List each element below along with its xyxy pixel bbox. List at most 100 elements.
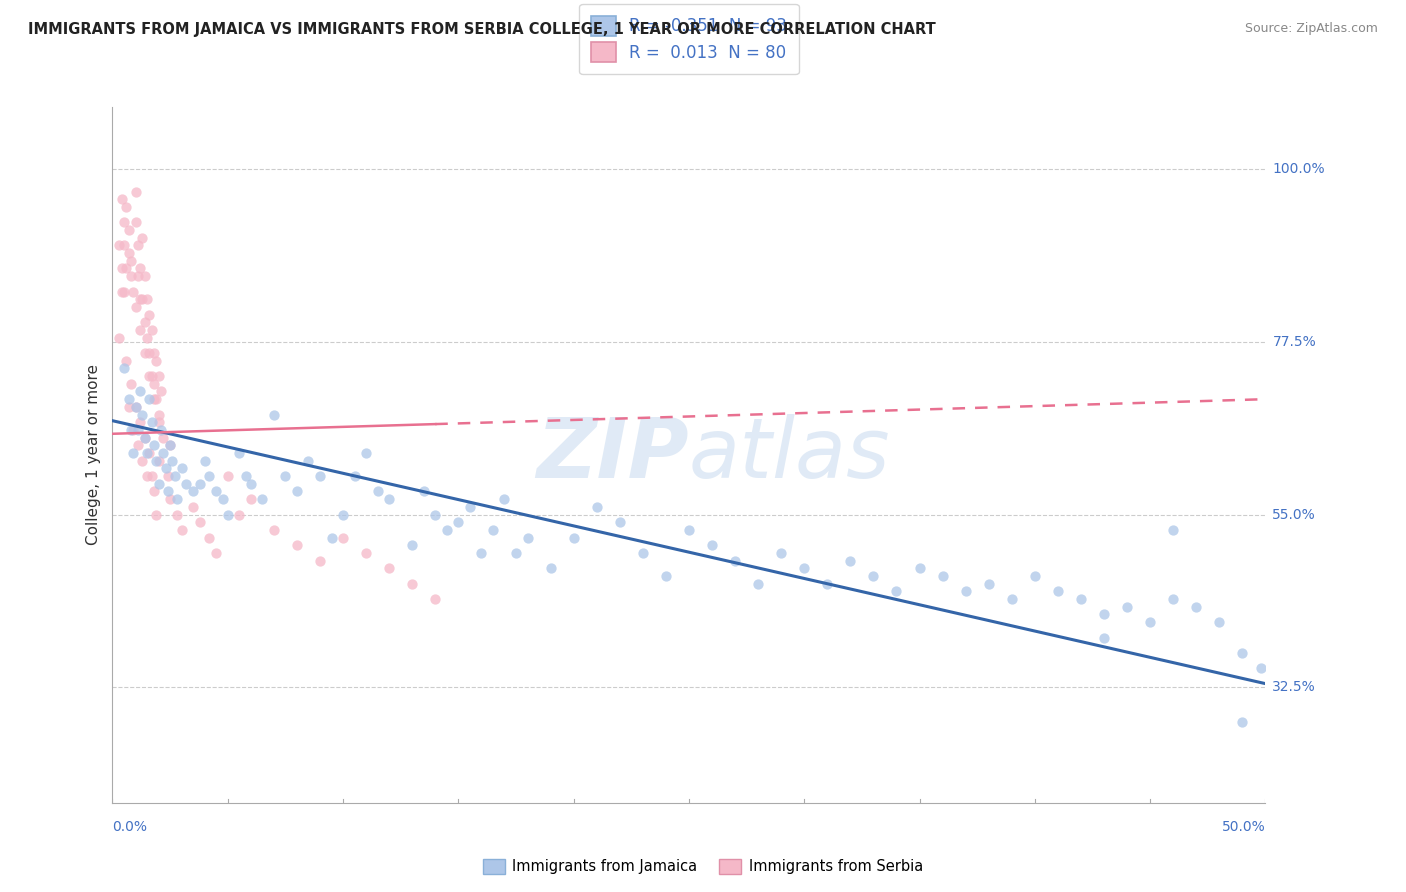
Point [115, 200, 138, 214]
Point [117, 223, 139, 237]
Point [1232, 715, 1254, 730]
Point [145, 508, 167, 522]
Point [862, 569, 884, 583]
Point [412, 484, 434, 499]
Point [1232, 646, 1254, 660]
Text: 50.0%: 50.0% [1222, 820, 1265, 834]
Point [145, 392, 167, 407]
Point [108, 331, 131, 345]
Point [378, 561, 401, 575]
Point [239, 492, 262, 507]
Point [115, 261, 138, 276]
Point [134, 431, 156, 445]
Point [141, 369, 163, 384]
Point [217, 508, 239, 522]
Point [112, 285, 135, 299]
Point [1092, 631, 1115, 645]
Point [136, 469, 159, 483]
Point [354, 446, 377, 460]
Point [156, 484, 179, 499]
Text: IMMIGRANTS FROM JAMAICA VS IMMIGRANTS FROM SERBIA COLLEGE, 1 YEAR OR MORE CORREL: IMMIGRANTS FROM JAMAICA VS IMMIGRANTS FR… [28, 22, 936, 37]
Point [401, 538, 423, 552]
Point [138, 308, 160, 322]
Point [585, 500, 607, 514]
Point [354, 546, 377, 560]
Point [122, 285, 145, 299]
Point [166, 508, 188, 522]
Text: 0.0%: 0.0% [112, 820, 148, 834]
Point [609, 515, 631, 529]
Point [163, 469, 186, 483]
Point [540, 561, 562, 575]
Point [120, 376, 142, 391]
Point [198, 469, 221, 483]
Point [134, 346, 156, 360]
Point [188, 476, 211, 491]
Point [1001, 592, 1024, 607]
Point [129, 261, 152, 276]
Point [159, 492, 181, 507]
Point [148, 453, 170, 467]
Point [700, 538, 723, 552]
Point [482, 523, 505, 537]
Text: 77.5%: 77.5% [1272, 334, 1316, 349]
Point [141, 323, 163, 337]
Point [148, 476, 170, 491]
Point [138, 369, 160, 384]
Point [367, 484, 389, 499]
Point [217, 469, 239, 483]
Point [955, 584, 977, 599]
Point [1185, 599, 1208, 614]
Point [235, 469, 257, 483]
Point [1116, 599, 1139, 614]
Point [1208, 615, 1230, 629]
Point [111, 285, 134, 299]
Point [285, 538, 308, 552]
Point [131, 292, 153, 306]
Point [724, 554, 747, 568]
Point [131, 408, 153, 422]
Text: atlas: atlas [689, 415, 890, 495]
Point [212, 492, 235, 507]
Point [136, 446, 159, 460]
Point [436, 523, 458, 537]
Point [1161, 523, 1184, 537]
Point [309, 469, 332, 483]
Point [145, 353, 167, 368]
Point [747, 576, 769, 591]
Point [263, 523, 285, 537]
Point [770, 546, 793, 560]
Point [148, 408, 170, 422]
Point [170, 461, 193, 475]
Point [378, 492, 401, 507]
Point [143, 484, 166, 499]
Point [129, 415, 152, 429]
Point [129, 292, 152, 306]
Point [274, 469, 297, 483]
Point [562, 531, 585, 545]
Point [205, 484, 228, 499]
Point [181, 500, 204, 514]
Point [131, 453, 153, 467]
Point [516, 531, 538, 545]
Point [117, 400, 139, 414]
Point [977, 576, 1000, 591]
Point [239, 476, 262, 491]
Point [285, 484, 308, 499]
Point [152, 431, 174, 445]
Point [120, 423, 142, 437]
Point [136, 292, 159, 306]
Point [148, 369, 170, 384]
Point [174, 476, 197, 491]
Point [112, 238, 135, 252]
Point [908, 561, 931, 575]
Point [425, 592, 447, 607]
Point [117, 392, 139, 407]
Point [120, 269, 142, 284]
Point [198, 531, 221, 545]
Point [263, 408, 285, 422]
Point [127, 269, 149, 284]
Point [401, 576, 423, 591]
Point [188, 515, 211, 529]
Point [129, 384, 152, 399]
